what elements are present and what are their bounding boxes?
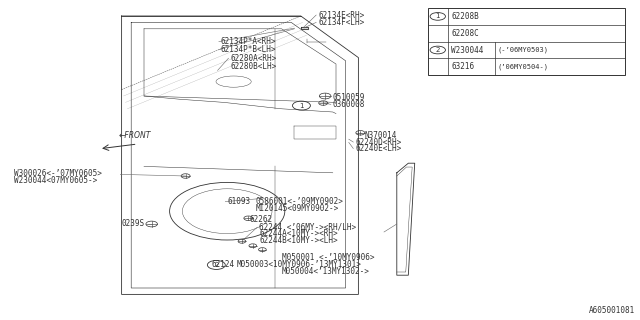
Text: 0510059: 0510059 [333,93,365,102]
Text: 62244 <’06MY-><RH/LH>: 62244 <’06MY-><RH/LH> [259,222,356,231]
Text: W300026<-’07MY0605>: W300026<-’07MY0605> [14,169,102,178]
Text: 0239S: 0239S [122,220,145,228]
Circle shape [430,12,445,20]
Text: 62134F<LH>: 62134F<LH> [318,18,364,27]
Text: 61093: 61093 [227,197,250,206]
Text: 1: 1 [435,13,440,20]
Text: 62134E<RH>: 62134E<RH> [318,11,364,20]
Text: 62280A<RH>: 62280A<RH> [230,54,276,63]
Circle shape [259,248,266,252]
Text: MI20145<09MY0902->: MI20145<09MY0902-> [256,204,339,213]
Text: 62280B<LH>: 62280B<LH> [230,62,276,71]
Text: W230044<07MY0605->: W230044<07MY0605-> [14,176,97,185]
Text: 62208C: 62208C [451,29,479,38]
Circle shape [319,93,331,99]
Circle shape [249,244,257,248]
Circle shape [319,101,328,105]
Text: 62244B<10MY-><LH>: 62244B<10MY-><LH> [259,236,338,245]
Text: 0360008: 0360008 [333,100,365,109]
Text: 62134P*B<LH>: 62134P*B<LH> [221,45,276,54]
Circle shape [292,101,310,110]
Bar [428,8,625,75]
Text: M050004<’13MY1302->: M050004<’13MY1302-> [282,268,369,276]
Text: 2: 2 [214,262,218,268]
Text: 62244A<10MY-><RH>: 62244A<10MY-><RH> [259,229,338,238]
Circle shape [181,174,190,178]
Text: A605001081: A605001081 [589,306,635,315]
Circle shape [207,260,225,269]
Text: 62208B: 62208B [451,12,479,21]
Text: 63216: 63216 [451,62,474,71]
Text: 0586001<-’09MY0902>: 0586001<-’09MY0902> [256,197,344,206]
Circle shape [146,221,157,227]
Text: M050003<10MY0906-’13MY1301>: M050003<10MY0906-’13MY1301> [237,260,362,269]
Text: 62124: 62124 [211,260,234,269]
Text: 62134P*A<RH>: 62134P*A<RH> [221,37,276,46]
Text: 62240D<RH>: 62240D<RH> [355,138,401,147]
Text: M050001 <-’10MY0906>: M050001 <-’10MY0906> [282,253,374,262]
Text: (-’06MY0503): (-’06MY0503) [497,47,548,53]
Circle shape [244,216,253,220]
Circle shape [356,131,365,135]
Text: (’06MY0504-): (’06MY0504-) [497,64,548,70]
Text: 1: 1 [299,103,304,108]
Text: N370014: N370014 [365,131,397,140]
Circle shape [430,46,445,54]
Circle shape [238,239,246,243]
Text: 62240E<LH>: 62240E<LH> [355,144,401,153]
Text: ←FRONT: ←FRONT [118,131,150,140]
Text: 2: 2 [436,47,440,53]
Text: 62262: 62262 [250,215,273,224]
Text: W230044: W230044 [451,45,484,54]
